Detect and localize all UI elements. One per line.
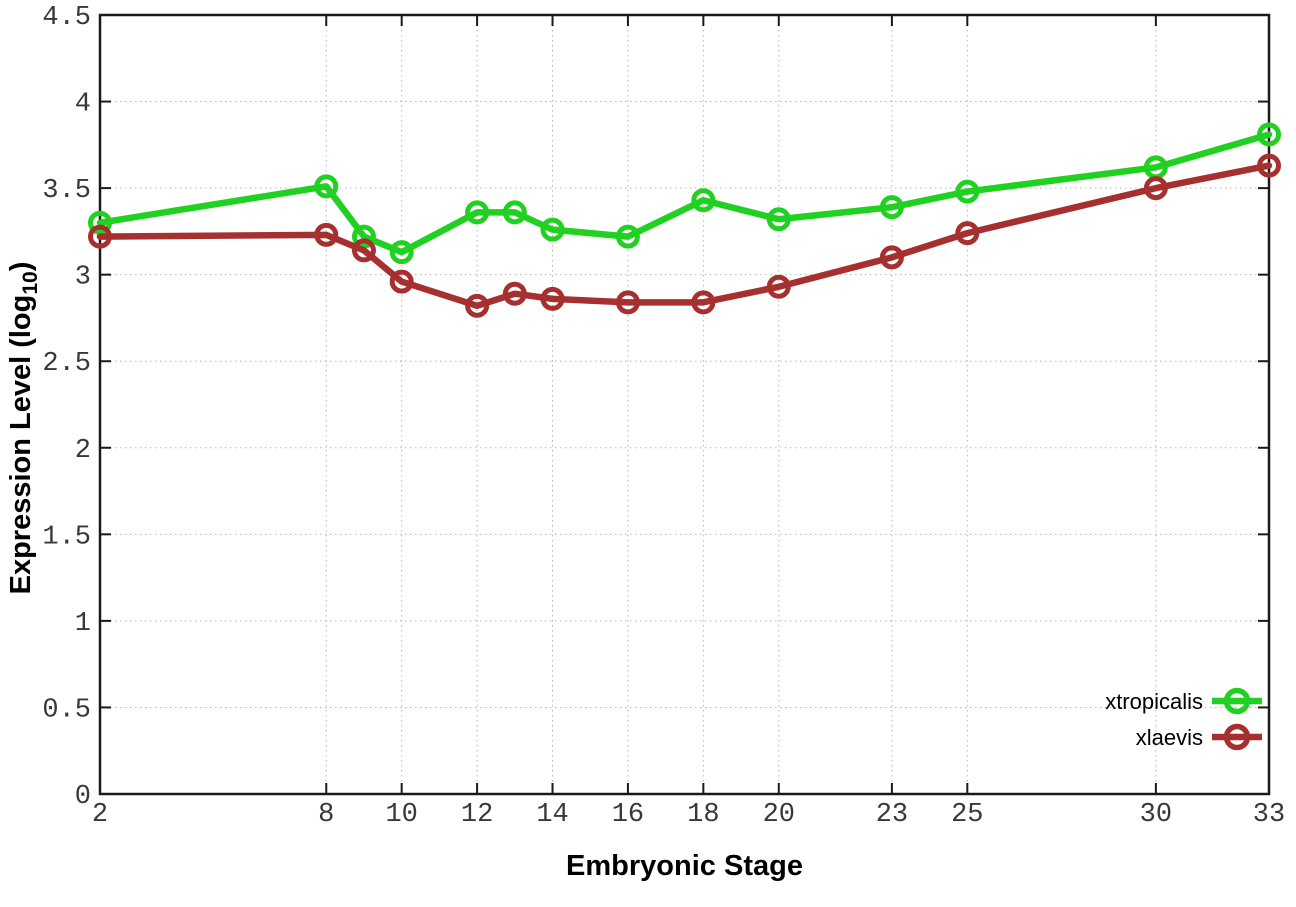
- series-marker-xlaevis: [615, 290, 640, 315]
- series-marker-xtropicalis: [351, 224, 376, 249]
- x-tick-label: 30: [1140, 800, 1172, 830]
- y-axis-title: Expression Level (log10): [5, 262, 42, 595]
- x-tick-label: 14: [536, 800, 568, 830]
- x-tick-label: 33: [1253, 800, 1285, 830]
- series-marker-xtropicalis: [314, 174, 339, 199]
- y-tick-label: 0: [75, 782, 91, 812]
- y-tick-label: 4.5: [42, 3, 91, 33]
- series-marker-xtropicalis: [879, 195, 904, 220]
- series-marker-xtropicalis: [691, 188, 716, 213]
- y-tick-label: 2.5: [42, 349, 91, 379]
- x-tick-label: 18: [687, 800, 719, 830]
- series-marker-xlaevis: [879, 245, 904, 270]
- x-tick-label: 2: [92, 800, 108, 830]
- series-marker-xtropicalis: [389, 240, 414, 265]
- y-tick-label: 1.5: [42, 522, 91, 552]
- x-axis-title: Embryonic Stage: [566, 850, 803, 882]
- series-marker-xlaevis: [389, 269, 414, 294]
- legend-label-xtropicalis: xtropicalis: [1105, 689, 1203, 714]
- series-marker-xlaevis: [465, 293, 490, 318]
- series-line-xtropicalis: [96, 131, 1273, 256]
- x-tick-label: 16: [612, 800, 644, 830]
- series-marker-xlaevis: [540, 286, 565, 311]
- series-marker-xlaevis: [88, 224, 112, 249]
- legend-marker-xlaevis: [1223, 723, 1251, 751]
- legend-entry-xlaevis: xlaevis: [1136, 723, 1262, 751]
- series-marker-xlaevis: [314, 222, 339, 247]
- y-tick-label: 2: [75, 436, 91, 466]
- series-marker-xlaevis: [1143, 176, 1168, 201]
- series-marker-xtropicalis: [502, 200, 527, 225]
- x-tick-label: 20: [763, 800, 795, 830]
- x-tick-label: 12: [461, 800, 493, 830]
- series-marker-xtropicalis: [88, 210, 112, 235]
- y-axis-title-subscript: 10: [19, 271, 42, 294]
- legend-label-xlaevis: xlaevis: [1136, 725, 1203, 750]
- y-tick-label: 3: [75, 263, 91, 293]
- series-marker-xlaevis: [766, 274, 791, 299]
- x-tick-label: 25: [951, 800, 983, 830]
- plot-border: [98, 13, 1271, 796]
- series-marker-xlaevis: [502, 281, 527, 306]
- series-marker-xlaevis: [955, 221, 980, 246]
- y-axis-title-part: Expression Level (log: [5, 295, 37, 595]
- series-marker-xtropicalis: [766, 207, 791, 232]
- series-marker-xtropicalis: [540, 217, 565, 242]
- legend-marker-xtropicalis: [1223, 687, 1251, 715]
- series-line-xlaevis: [96, 162, 1273, 310]
- series-marker-xlaevis: [1257, 153, 1281, 178]
- x-tick-label: 8: [318, 800, 334, 830]
- series-marker-xtropicalis: [955, 179, 980, 204]
- series-marker-xtropicalis: [615, 224, 640, 249]
- y-tick-label: 1: [75, 609, 91, 639]
- series-marker-xtropicalis: [465, 200, 490, 225]
- y-axis-title-part: ): [5, 262, 37, 272]
- series-marker-xlaevis: [691, 290, 716, 315]
- x-tick-label: 10: [385, 800, 417, 830]
- legend-entry-xtropicalis: xtropicalis: [1105, 687, 1262, 715]
- y-tick-label: 0.5: [42, 695, 91, 725]
- y-tick-label: 4: [75, 90, 91, 120]
- y-tick-label: 3.5: [42, 176, 91, 206]
- x-tick-label: 23: [876, 800, 908, 830]
- series-marker-xlaevis: [351, 238, 376, 263]
- series-marker-xtropicalis: [1257, 122, 1281, 147]
